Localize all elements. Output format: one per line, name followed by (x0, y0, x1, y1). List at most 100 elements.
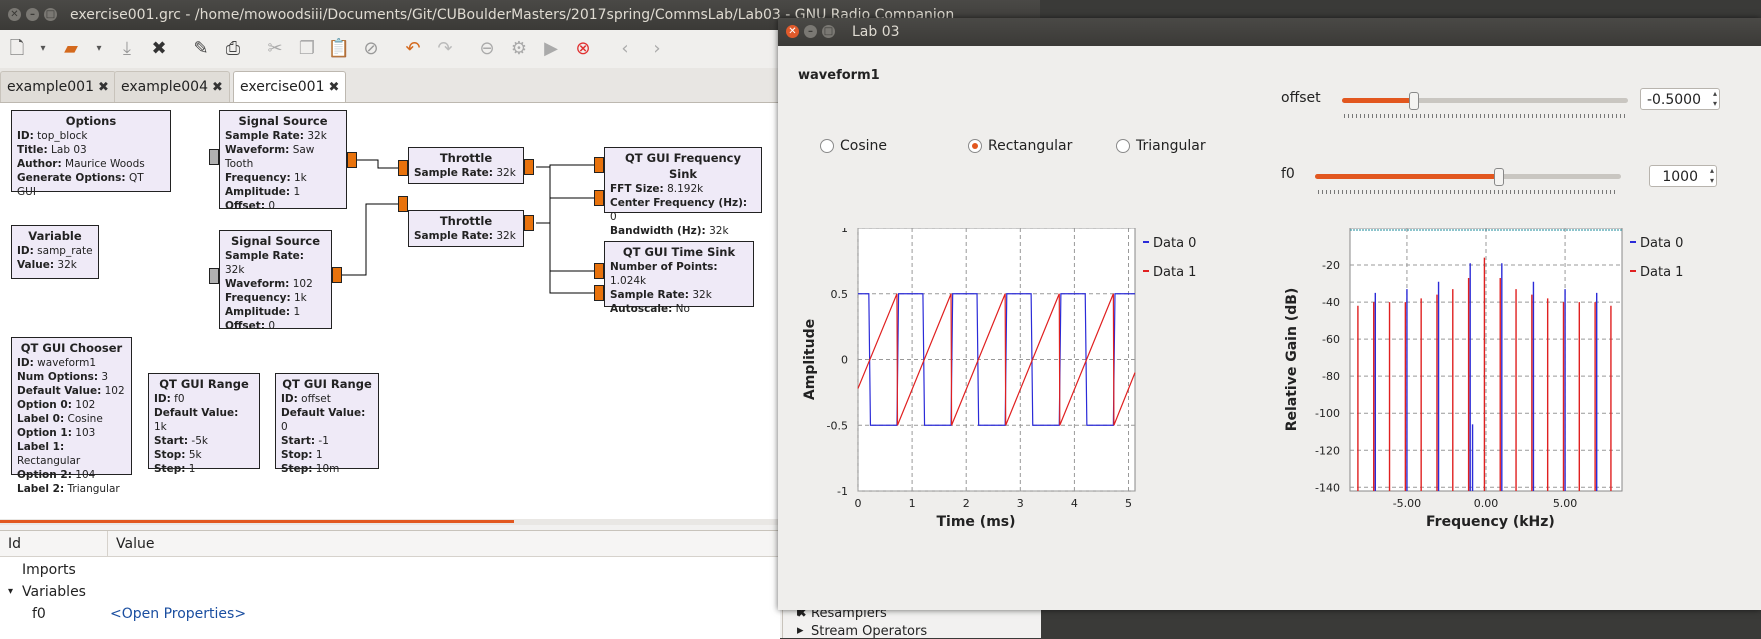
generate-icon[interactable]: ⚙ (510, 38, 528, 59)
legend-entry: Data 0 (1640, 236, 1683, 251)
radio-button[interactable] (968, 139, 982, 153)
flowgraph-canvas[interactable]: Options ID: top_block Title: Lab 03 Auth… (0, 103, 780, 523)
output-port[interactable] (332, 267, 342, 283)
edit-pencil-icon[interactable]: ✎ (193, 38, 209, 59)
close-tab-icon[interactable]: ✖ (211, 80, 223, 95)
f0-slider-handle[interactable] (1493, 168, 1504, 186)
undo-icon[interactable]: ↶ (405, 38, 421, 59)
y-tick-label: 1 (841, 228, 848, 235)
rotate-cw-icon[interactable]: › (653, 38, 661, 59)
throttle-block[interactable]: Throttle Sample Rate: 32k (408, 147, 524, 184)
close-window-icon[interactable]: ✕ (8, 8, 21, 21)
x-tick-label: 0 (855, 497, 862, 510)
x-axis-label: Frequency (kHz) (1426, 514, 1555, 530)
maximize-window-icon[interactable]: □ (44, 8, 57, 21)
qt-gui-time-sink-block[interactable]: QT GUI Time Sink Number of Points: 1.024… (604, 241, 754, 315)
input-port[interactable] (209, 268, 219, 284)
radio-button[interactable] (1116, 139, 1130, 153)
print-icon[interactable]: ⎙ (225, 38, 241, 59)
scrollbar-thumb[interactable] (0, 520, 514, 523)
signal-source-block[interactable]: Signal Source Sample Rate: 32k Waveform:… (219, 110, 347, 212)
column-header-value[interactable]: Value (108, 531, 780, 557)
variables-panel: Id Value Imports ▾ Variables f0 <Open Pr… (0, 530, 780, 639)
dropdown-arrow-icon[interactable]: ▾ (96, 43, 102, 54)
tab-exercise001[interactable]: exercise001 ✖ (233, 71, 347, 102)
expander-closed-icon[interactable]: ▸ (797, 605, 804, 620)
execute-icon[interactable]: ▶ (544, 38, 558, 59)
input-port[interactable] (594, 190, 604, 206)
offset-spinbox[interactable]: -0.5000 ▴ ▾ (1640, 88, 1720, 110)
column-header-id[interactable]: Id (0, 531, 108, 557)
input-port[interactable] (398, 196, 408, 212)
minimize-window-icon[interactable]: – (804, 25, 817, 38)
redo-icon[interactable]: ↷ (437, 38, 453, 59)
close-panel-icon[interactable]: ✖ (796, 606, 807, 621)
paste-icon[interactable]: 📋 (327, 38, 351, 59)
maximize-window-icon[interactable]: □ (822, 25, 835, 38)
output-port[interactable] (524, 215, 534, 231)
tree-row-variables[interactable]: Variables (22, 584, 86, 600)
time-sink-plot[interactable]: 0 1 2 3 4 5 1 0.5 0 -0.5 -1 Time (ms) Amplitude Data … (798, 228, 1198, 608)
variable-block[interactable]: Variable ID: samp_rate Value: 32k (11, 225, 99, 279)
input-port[interactable] (398, 160, 408, 176)
tab-example004[interactable]: example004 ✖ (114, 71, 230, 102)
y-tick-label: -60 (1322, 333, 1340, 346)
close-tab-icon[interactable]: ✖ (328, 80, 340, 95)
save-icon[interactable]: ⤓ (123, 38, 131, 59)
tab-example001[interactable]: example001 ✖ (0, 71, 116, 102)
tree-row-imports[interactable]: Imports (22, 562, 76, 578)
plot-area (857, 228, 1136, 492)
y-tick-label: -80 (1322, 370, 1340, 383)
signal-source-block[interactable]: Signal Source Sample Rate: 32k Waveform:… (219, 230, 332, 332)
qt-gui-range-f0-block[interactable]: QT GUI Range ID: f0 Default Value: 1k St… (148, 373, 260, 475)
expander-open-icon[interactable]: ▾ (8, 586, 14, 597)
open-properties-link[interactable]: <Open Properties> (110, 606, 247, 622)
disable-block-icon[interactable]: ⊖ (479, 38, 495, 59)
lab03-window: ✕ – □ Lab 03 waveform1 Cosine Rectangula… (778, 18, 1761, 610)
offset-slider-track[interactable] (1342, 98, 1628, 103)
radio-button[interactable] (820, 139, 834, 153)
new-file-icon[interactable]: 🗋 (9, 38, 25, 59)
frequency-sink-plot[interactable]: -5.00 0.00 5.00 -20 -40 -60 -80 -100 -120 -140 Fre… (1278, 228, 1758, 608)
minimize-window-icon[interactable]: – (26, 8, 39, 21)
delete-icon[interactable]: ⊘ (363, 38, 379, 59)
close-window-icon[interactable]: ✕ (786, 25, 799, 38)
options-block[interactable]: Options ID: top_block Title: Lab 03 Auth… (11, 110, 171, 198)
spin-arrows-icon[interactable]: ▴ ▾ (1712, 89, 1717, 108)
x-tick-label: 2 (963, 497, 970, 510)
x-tick-label: 5 (1125, 497, 1132, 510)
expander-closed-icon[interactable]: ▸ (797, 623, 804, 638)
output-port[interactable] (524, 159, 534, 175)
qt-gui-range-offset-block[interactable]: QT GUI Range ID: offset Default Value: 0… (275, 373, 379, 475)
offset-slider-handle[interactable] (1408, 92, 1419, 110)
x-tick-label: 5.00 (1553, 497, 1578, 510)
input-port[interactable] (594, 263, 604, 279)
dropdown-arrow-icon[interactable]: ▾ (40, 43, 46, 54)
x-tick-label: 1 (909, 497, 916, 510)
copy-icon[interactable]: ❐ (298, 38, 316, 59)
qt-gui-frequency-sink-block[interactable]: QT GUI Frequency Sink FFT Size: 8.192k C… (604, 147, 762, 237)
kill-flowgraph-icon[interactable]: ⊗ (575, 38, 591, 59)
lab03-window-title: Lab 03 (852, 24, 900, 40)
f0-slider-fill (1315, 174, 1499, 179)
rotate-ccw-icon[interactable]: ‹ (621, 38, 629, 59)
cut-icon[interactable]: ✂ (267, 38, 283, 59)
legend-entry: Data 0 (1153, 236, 1196, 251)
close-tab-icon[interactable]: ✖ (97, 80, 109, 95)
y-tick-label: -100 (1315, 407, 1340, 420)
input-port[interactable] (594, 157, 604, 173)
library-item[interactable]: Stream Operators (811, 624, 928, 639)
input-port[interactable] (594, 285, 604, 301)
x-tick-label: 4 (1071, 497, 1078, 510)
block-library-panel: ▸ Resamplers ▸ Stream Operators (782, 605, 1041, 639)
tree-row-f0[interactable]: f0 (32, 606, 46, 622)
horizontal-scrollbar[interactable] (0, 519, 780, 525)
output-port[interactable] (347, 152, 357, 168)
input-port[interactable] (209, 149, 219, 165)
throttle-block[interactable]: Throttle Sample Rate: 32k (408, 210, 524, 247)
f0-spinbox[interactable]: 1000 ▴ ▾ (1649, 165, 1717, 187)
close-file-icon[interactable]: ✖ (151, 38, 167, 59)
qt-gui-chooser-block[interactable]: QT GUI Chooser ID: waveform1 Num Options… (11, 337, 132, 495)
spin-arrows-icon[interactable]: ▴ ▾ (1709, 166, 1714, 185)
open-folder-icon[interactable]: ▰ (64, 38, 78, 59)
